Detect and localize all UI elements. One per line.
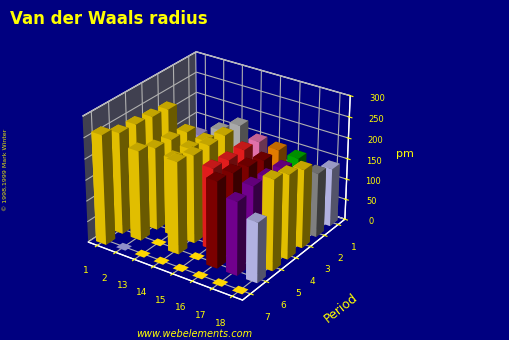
Text: Van der Waals radius: Van der Waals radius [10, 10, 208, 28]
Y-axis label: Period: Period [321, 291, 359, 326]
Text: www.webelements.com: www.webelements.com [135, 328, 251, 339]
Text: © 1998,1999 Mark Winter: © 1998,1999 Mark Winter [3, 129, 8, 211]
